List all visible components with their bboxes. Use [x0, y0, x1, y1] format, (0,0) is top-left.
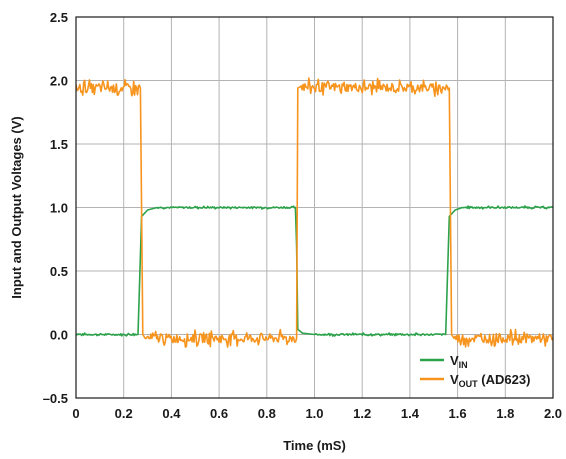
- legend-label: VIN: [450, 353, 468, 370]
- series-line-in: [76, 205, 553, 337]
- y-axis-label: Input and Output Voltages (V): [9, 116, 24, 298]
- series-line-out: [76, 77, 553, 348]
- x-tick-label: 1.0: [305, 406, 323, 421]
- legend-label: VOUT (AD623): [450, 372, 530, 389]
- series-group: [76, 77, 553, 348]
- y-tick-label: 0.0: [50, 328, 68, 343]
- x-tick-label: 0: [72, 406, 79, 421]
- x-tick-label: 0.6: [210, 406, 228, 421]
- y-tick-label: 1.5: [50, 137, 68, 152]
- x-axis-label: Time (mS): [283, 438, 346, 453]
- y-tick-label: 0.5: [50, 264, 68, 279]
- plot-frame: [75, 16, 554, 399]
- y-tick-label: –0.5: [43, 391, 68, 406]
- y-tick-label: 2.5: [50, 10, 68, 25]
- y-tick-label: 2.0: [50, 74, 68, 89]
- y-tick-label: 1.0: [50, 201, 68, 216]
- x-tick-label: 0.2: [115, 406, 133, 421]
- x-tick-label: 0.8: [258, 406, 276, 421]
- x-tick-label: 1.8: [496, 406, 514, 421]
- x-tick-label: 1.2: [353, 406, 371, 421]
- x-tick-label: 1.6: [449, 406, 467, 421]
- x-tick-label: 1.4: [401, 406, 420, 421]
- x-tick-label: 2.0: [544, 406, 562, 421]
- x-tick-label: 0.4: [162, 406, 181, 421]
